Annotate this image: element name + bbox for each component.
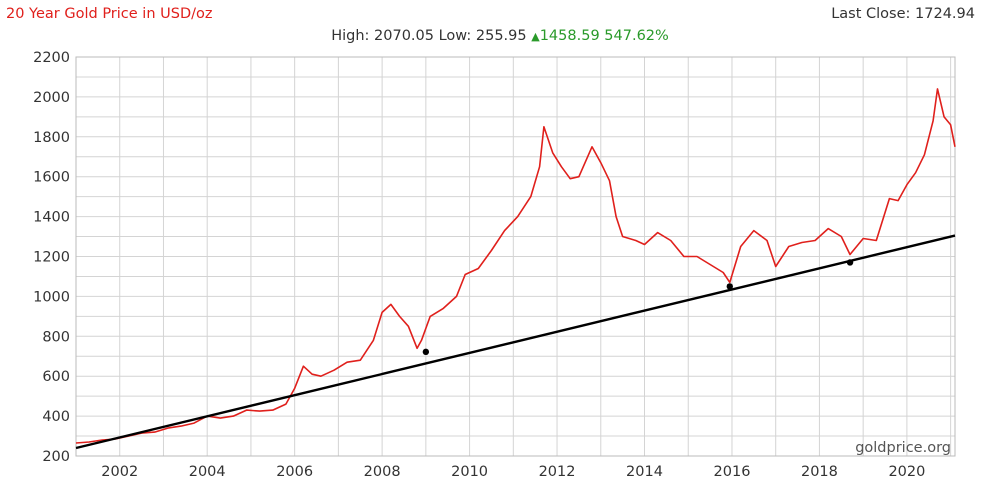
y-tick-label: 2000 [33,90,70,106]
y-tick-label: 1000 [33,289,70,305]
x-tick-label: 2010 [451,464,488,480]
plot-frame [75,56,956,457]
x-tick-label: 2012 [539,464,576,480]
y-tick-label: 1200 [33,250,70,266]
x-tick-label: 2006 [276,464,313,480]
source-label: goldprice.org [855,440,951,456]
change-percent: 547.62% [604,28,669,44]
last-close-label: Last Close: [831,6,911,22]
change: ▲1458.59 547.62% [531,28,669,44]
x-tick-label: 2002 [101,464,138,480]
y-tick-label: 1800 [33,130,70,146]
high-value: 2070.05 [374,28,434,44]
y-tick-label: 1600 [33,170,70,186]
low-label: Low: [438,28,472,44]
last-close-value: 1724.94 [915,6,975,22]
x-tick-label: 2018 [801,464,838,480]
x-tick-label: 2004 [189,464,226,480]
triangle-up-icon: ▲ [531,30,540,43]
y-tick-label: 600 [42,369,70,385]
trend-touch-point [422,348,430,356]
series [75,88,956,450]
chart-title: 20 Year Gold Price in USD/oz [6,6,213,22]
last-close: Last Close: 1724.94 [831,6,975,22]
x-tick-label: 2020 [888,464,925,480]
y-tick-label: 2200 [33,50,70,66]
grid [75,56,956,457]
y-tick-label: 1400 [33,210,70,226]
gold-price-line [75,88,956,444]
trend-touch-point [726,283,733,290]
y-tick-label: 800 [42,329,70,345]
x-axis-ticks: 2002 2004 2006 2008 2010 2012 2014 2016 2018 2020 [101,464,925,480]
trend-touch-point [846,259,854,266]
change-value: 1458.59 [539,28,600,44]
x-tick-label: 2016 [714,464,751,480]
price-stats: High: 2070.05 Low: 255.95 ▲1458.59 547.6… [0,28,981,44]
x-tick-label: 2014 [626,464,663,480]
y-tick-label: 400 [42,409,70,425]
x-tick-label: 2008 [364,464,401,480]
y-axis-ticks: 200 400 600 800 1000 1200 1400 1600 1800 2000 2200 [33,50,70,465]
low-value: 255.95 [475,28,527,44]
high-label: High: [331,28,370,44]
trend-line [75,234,956,450]
y-tick-label: 200 [42,449,70,465]
